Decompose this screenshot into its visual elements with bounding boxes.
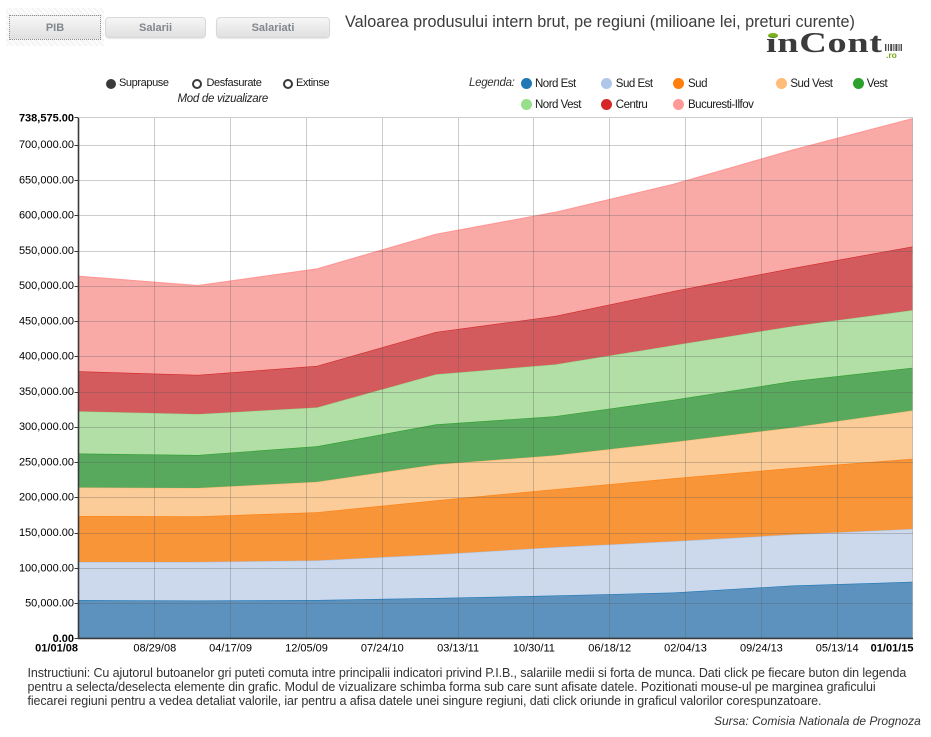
svg-text:550,000.00: 550,000.00 — [19, 245, 74, 257]
svg-text:700,000.00: 700,000.00 — [19, 139, 74, 151]
svg-text:350,000.00: 350,000.00 — [19, 386, 74, 398]
svg-text:01/01/15: 01/01/15 — [871, 642, 914, 654]
svg-text:100,000.00: 100,000.00 — [19, 562, 74, 574]
svg-text:09/24/13: 09/24/13 — [740, 642, 783, 654]
svg-text:06/18/12: 06/18/12 — [588, 642, 631, 654]
svg-text:02/04/13: 02/04/13 — [664, 642, 707, 654]
svg-text:08/29/08: 08/29/08 — [133, 642, 176, 654]
svg-text:400,000.00: 400,000.00 — [19, 351, 74, 363]
svg-text:450,000.00: 450,000.00 — [19, 315, 74, 327]
svg-text:05/13/14: 05/13/14 — [816, 642, 859, 654]
svg-text:250,000.00: 250,000.00 — [19, 456, 74, 468]
svg-text:0.00: 0.00 — [53, 633, 74, 645]
svg-text:300,000.00: 300,000.00 — [19, 421, 74, 433]
svg-text:600,000.00: 600,000.00 — [19, 210, 74, 222]
svg-text:10/30/11: 10/30/11 — [513, 642, 555, 654]
svg-text:200,000.00: 200,000.00 — [19, 492, 74, 504]
svg-text:01/01/08: 01/01/08 — [35, 642, 78, 654]
svg-text:07/24/10: 07/24/10 — [361, 642, 404, 654]
svg-text:12/05/09: 12/05/09 — [285, 642, 328, 654]
svg-text:500,000.00: 500,000.00 — [19, 280, 74, 292]
svg-text:04/17/09: 04/17/09 — [209, 642, 252, 654]
svg-text:50,000.00: 50,000.00 — [25, 598, 74, 610]
svg-text:650,000.00: 650,000.00 — [19, 174, 74, 186]
svg-text:150,000.00: 150,000.00 — [19, 527, 74, 539]
svg-text:738,575.00: 738,575.00 — [19, 113, 74, 125]
svg-text:03/13/11: 03/13/11 — [437, 642, 479, 654]
